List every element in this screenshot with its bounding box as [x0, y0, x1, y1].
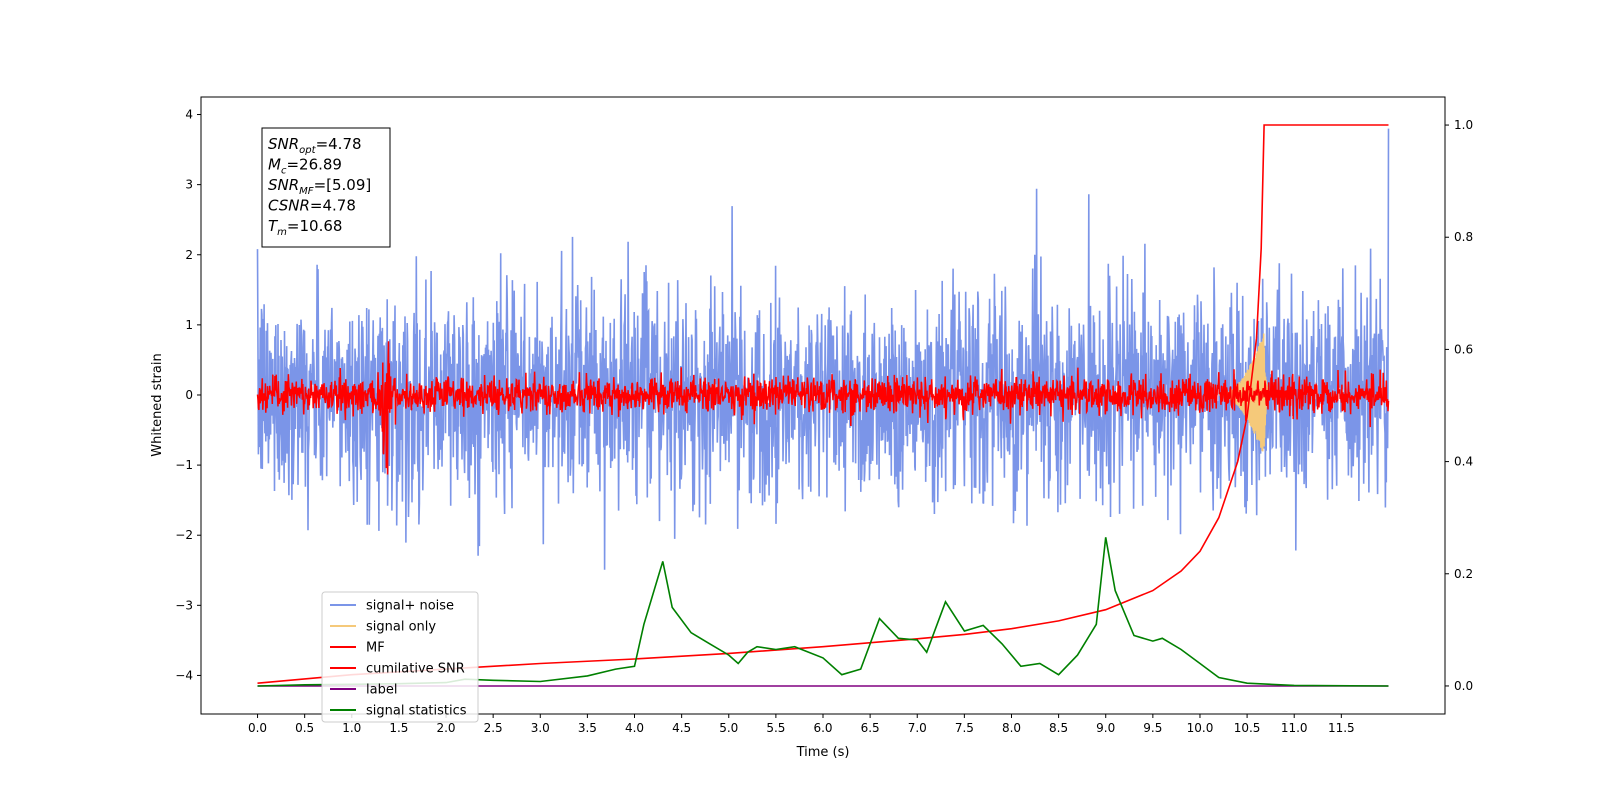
y2-tick-label: 1.0 — [1454, 118, 1473, 132]
x-tick-label: 2.5 — [484, 721, 503, 735]
x-tick-label: 4.5 — [672, 721, 691, 735]
x-tick-label: 8.5 — [1049, 721, 1068, 735]
annotation-line: SNRopt=4.78 — [268, 135, 362, 156]
series-cumulative-snr — [257, 124, 1389, 684]
x-tick-label: 11.0 — [1281, 721, 1308, 735]
x-tick-label: 4.0 — [625, 721, 644, 735]
x-axis-label: Time (s) — [796, 745, 850, 760]
x-tick-label: 10.0 — [1187, 721, 1214, 735]
x-tick-label: 1.0 — [342, 721, 361, 735]
x-tick-label: 7.5 — [955, 721, 974, 735]
y-tick-label: 1 — [185, 318, 193, 332]
annotation-frame — [261, 127, 391, 248]
legend-entry-label: signal only — [366, 620, 436, 635]
y-tick-label: 2 — [185, 248, 193, 262]
legend-entry-label: label — [366, 683, 397, 698]
y-tick-label: 4 — [185, 108, 193, 122]
x-tick-label: 7.0 — [908, 721, 927, 735]
y-tick-label: −2 — [175, 528, 193, 542]
legend-entry-label: signal+ noise — [366, 599, 454, 614]
y-tick-label: 0 — [185, 388, 193, 402]
annotation-line: CSNR=4.78 — [268, 197, 356, 215]
x-tick-label: 6.5 — [861, 721, 880, 735]
y-tick-label: −1 — [175, 458, 193, 472]
annotation-line: Mc=26.89 — [268, 156, 342, 177]
annotation-line: Tm=10.68 — [268, 217, 342, 238]
y-axis-label: Whitened strain — [150, 353, 165, 456]
x-tick-label: 6.0 — [813, 721, 832, 735]
y-tick-label: −3 — [175, 598, 193, 612]
x-tick-label: 9.5 — [1143, 721, 1162, 735]
x-tick-label: 5.5 — [766, 721, 785, 735]
x-tick-label: 10.5 — [1234, 721, 1261, 735]
x-tick-label: 3.5 — [578, 721, 597, 735]
y-tick-label: −4 — [175, 668, 193, 682]
x-tick-label: 1.5 — [389, 721, 408, 735]
x-tick-label: 0.0 — [248, 721, 267, 735]
series-mf — [256, 341, 1390, 475]
annotation-line: SNRMF=[5.09] — [268, 176, 371, 197]
series-signal-statistics — [257, 537, 1389, 687]
x-tick-label: 11.5 — [1328, 721, 1355, 735]
x-tick-label: 8.0 — [1002, 721, 1021, 735]
y2-tick-label: 0.8 — [1454, 230, 1473, 244]
y2-tick-label: 0.0 — [1454, 679, 1473, 693]
stats-annotation-box: SNRopt=4.78Mc=26.89SNRMF=[5.09]CSNR=4.78… — [261, 127, 391, 248]
x-tick-label: 5.0 — [719, 721, 738, 735]
y-axis-left: 4 3 2 1 0 −1 −2 −3 −4 — [175, 108, 201, 682]
x-tick-label: 0.5 — [295, 721, 314, 735]
y-axis-right: 1.0 0.8 0.6 0.4 0.2 0.0 — [1445, 118, 1473, 693]
legend: signal+ noise signal only MF cumilative SNR… — [321, 591, 479, 723]
y2-tick-label: 0.4 — [1454, 455, 1473, 469]
x-tick-label: 3.0 — [531, 721, 550, 735]
y-tick-label: 3 — [185, 178, 193, 192]
y2-tick-label: 0.6 — [1454, 342, 1473, 356]
x-tick-label: 9.0 — [1096, 721, 1115, 735]
x-axis: 0.0 0.5 1.0 1.5 2.0 2.5 3.0 3.5 4.0 4.5 5.0 5.5 6.0 6… — [248, 714, 1355, 735]
legend-entry-label: signal statistics — [366, 704, 467, 719]
y2-tick-label: 0.2 — [1454, 567, 1473, 581]
legend-frame — [321, 591, 479, 723]
legend-entry-label: cumilative SNR — [366, 662, 465, 677]
series-layer — [256, 124, 1390, 687]
x-tick-label: 2.0 — [436, 721, 455, 735]
legend-entry-label: MF — [366, 641, 385, 656]
